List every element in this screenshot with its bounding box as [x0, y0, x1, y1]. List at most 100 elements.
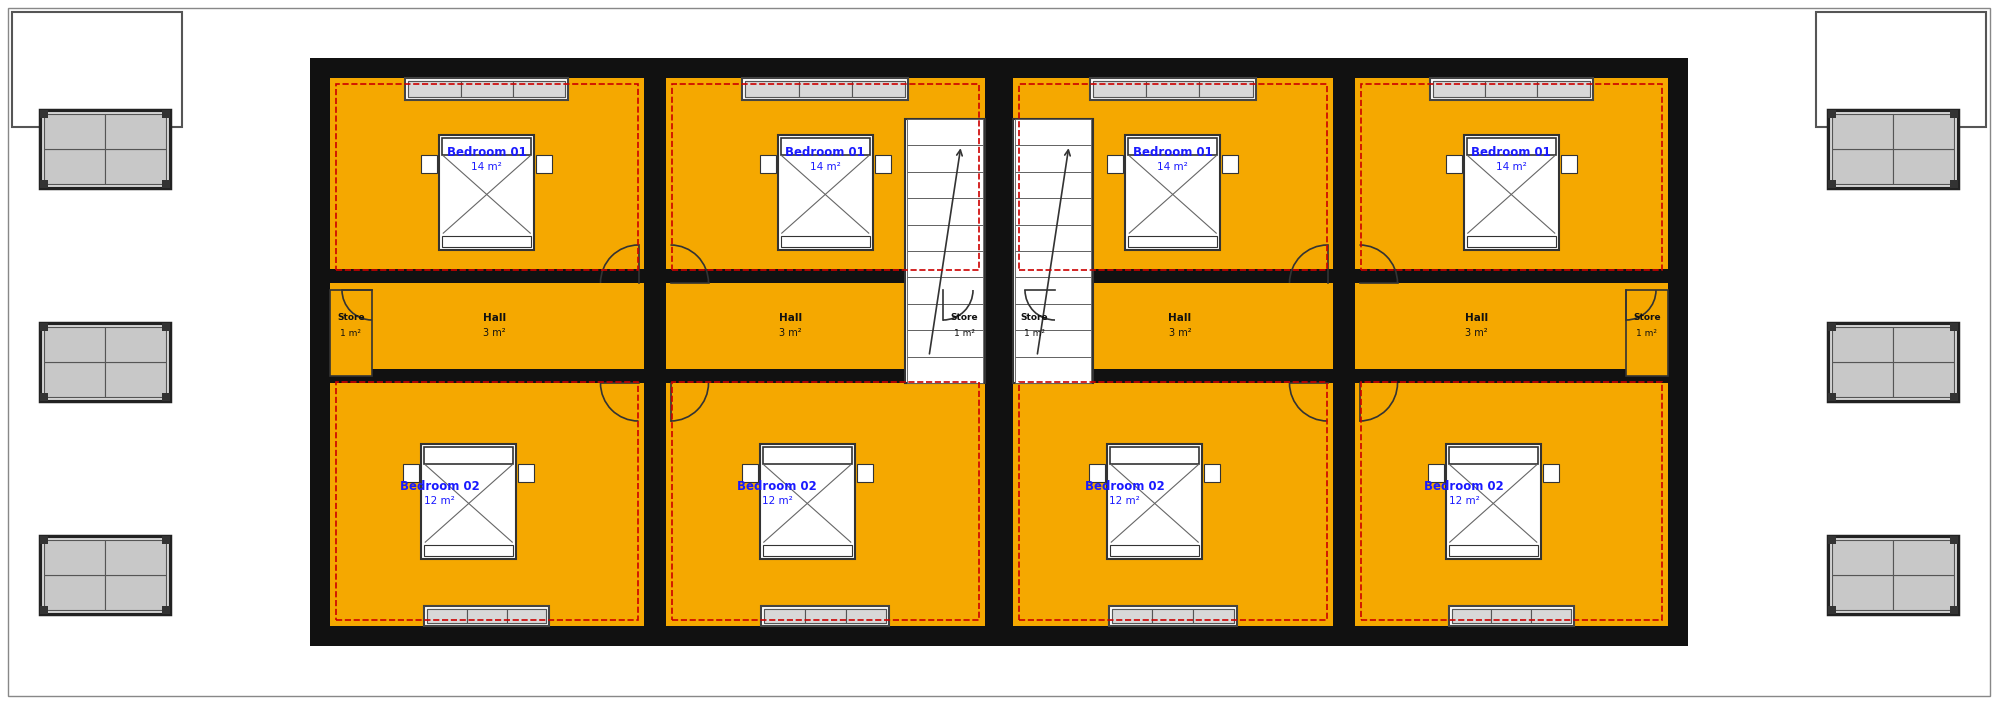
- Bar: [442, 236, 531, 246]
- Text: Store: Store: [951, 313, 977, 322]
- Bar: [1950, 393, 1958, 401]
- Bar: [759, 444, 855, 558]
- Text: Hall: Hall: [1465, 313, 1489, 323]
- Bar: [671, 382, 979, 620]
- Bar: [330, 269, 643, 283]
- Text: Hall: Hall: [484, 313, 505, 323]
- Bar: [1015, 225, 1091, 251]
- Bar: [44, 362, 106, 397]
- Bar: [665, 269, 985, 283]
- Bar: [1093, 81, 1253, 97]
- Bar: [907, 172, 983, 199]
- Bar: [40, 110, 48, 118]
- Bar: [330, 290, 372, 376]
- Bar: [40, 393, 48, 401]
- Bar: [1892, 149, 1954, 184]
- Bar: [1361, 84, 1662, 270]
- Bar: [1828, 110, 1836, 118]
- Bar: [1832, 540, 1892, 575]
- Bar: [513, 81, 565, 97]
- Bar: [1828, 323, 1958, 401]
- Bar: [799, 81, 851, 97]
- Bar: [406, 78, 567, 100]
- Bar: [1125, 134, 1221, 249]
- Bar: [805, 609, 845, 623]
- Bar: [1832, 327, 1892, 362]
- Bar: [1153, 609, 1193, 623]
- Bar: [759, 155, 775, 172]
- Text: 14 m²: 14 m²: [1497, 162, 1526, 172]
- Bar: [1015, 119, 1091, 146]
- Bar: [907, 277, 983, 304]
- Bar: [1892, 114, 1954, 149]
- Bar: [763, 446, 851, 464]
- Bar: [330, 276, 643, 376]
- Bar: [44, 149, 106, 184]
- Bar: [665, 78, 985, 276]
- Bar: [1467, 236, 1556, 246]
- Text: Bedroom 01: Bedroom 01: [785, 146, 865, 158]
- Text: Bedroom 02: Bedroom 02: [737, 479, 817, 493]
- Bar: [462, 81, 513, 97]
- Bar: [1333, 58, 1355, 646]
- Bar: [336, 382, 637, 620]
- Bar: [1832, 540, 1954, 610]
- Bar: [851, 81, 905, 97]
- Bar: [408, 81, 565, 97]
- Bar: [665, 376, 985, 626]
- Bar: [781, 236, 869, 246]
- Bar: [1560, 155, 1576, 172]
- Bar: [907, 119, 983, 146]
- Bar: [106, 114, 166, 149]
- Bar: [765, 609, 887, 623]
- Bar: [1015, 304, 1091, 330]
- Bar: [1828, 536, 1836, 544]
- Text: Hall: Hall: [779, 313, 801, 323]
- Bar: [1950, 323, 1958, 331]
- Bar: [905, 119, 985, 383]
- Bar: [535, 155, 551, 172]
- Text: 14 m²: 14 m²: [1157, 162, 1189, 172]
- Bar: [1832, 114, 1892, 149]
- Bar: [1355, 269, 1668, 283]
- Bar: [1013, 369, 1333, 383]
- Bar: [1111, 609, 1233, 623]
- Bar: [442, 137, 531, 155]
- Bar: [1013, 119, 1093, 383]
- Bar: [44, 114, 166, 184]
- Text: 14 m²: 14 m²: [809, 162, 841, 172]
- Bar: [330, 78, 643, 276]
- Bar: [1433, 81, 1590, 97]
- Bar: [1109, 606, 1237, 626]
- Bar: [1111, 609, 1153, 623]
- Bar: [106, 540, 166, 575]
- Bar: [1193, 609, 1233, 623]
- Bar: [1361, 382, 1662, 620]
- Bar: [745, 81, 799, 97]
- Bar: [1950, 606, 1958, 614]
- Text: 1 m²: 1 m²: [953, 329, 975, 337]
- Text: 1 m²: 1 m²: [1023, 329, 1045, 337]
- Text: 12 m²: 12 m²: [761, 496, 793, 506]
- Bar: [1205, 464, 1221, 482]
- Bar: [1355, 369, 1668, 383]
- Bar: [44, 575, 106, 610]
- Bar: [408, 81, 462, 97]
- Bar: [1950, 536, 1958, 544]
- Bar: [1453, 609, 1491, 623]
- Bar: [1530, 609, 1570, 623]
- Bar: [1013, 290, 1055, 376]
- Text: 3 m²: 3 m²: [484, 328, 505, 338]
- Bar: [1089, 464, 1105, 482]
- Bar: [907, 304, 983, 330]
- Bar: [1107, 155, 1123, 172]
- Bar: [1828, 180, 1836, 188]
- Bar: [1019, 84, 1327, 270]
- Bar: [1892, 362, 1954, 397]
- Bar: [907, 251, 983, 277]
- Bar: [1832, 149, 1892, 184]
- Bar: [1111, 446, 1199, 464]
- Text: Store: Store: [338, 313, 366, 322]
- Bar: [671, 84, 979, 270]
- Bar: [162, 180, 170, 188]
